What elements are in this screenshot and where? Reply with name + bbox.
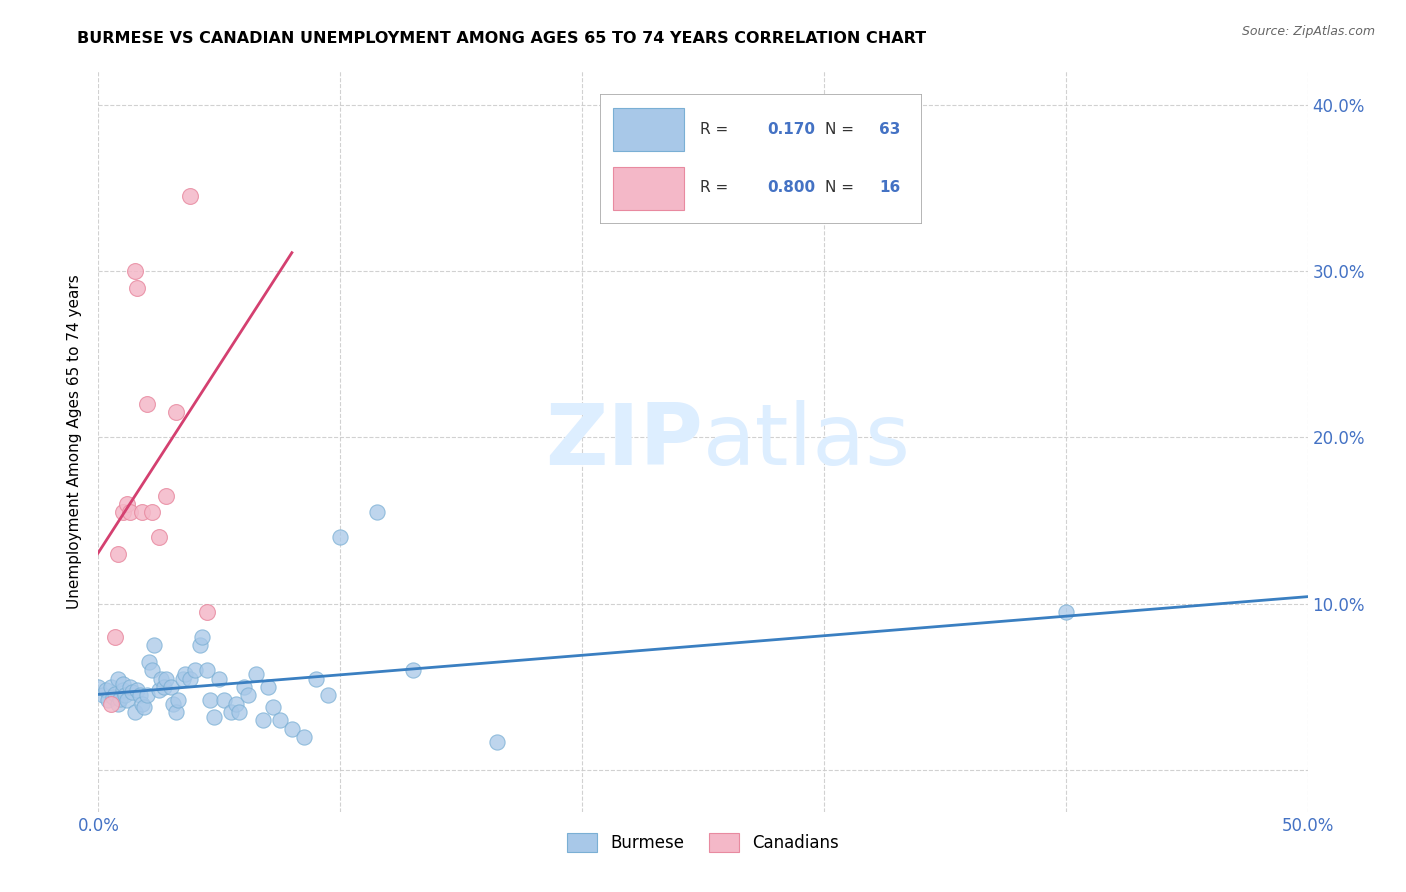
Point xyxy=(118,505,141,519)
Point xyxy=(101,690,124,704)
Point xyxy=(135,397,157,411)
Text: atlas: atlas xyxy=(703,400,911,483)
Point xyxy=(155,672,177,686)
Point xyxy=(228,705,250,719)
Point xyxy=(188,638,211,652)
Point xyxy=(104,687,127,701)
Point xyxy=(221,705,243,719)
Point xyxy=(138,655,160,669)
Point xyxy=(1054,605,1077,619)
Point xyxy=(111,505,134,519)
Point xyxy=(141,505,163,519)
Point xyxy=(134,699,156,714)
Point xyxy=(124,264,146,278)
Point xyxy=(100,697,122,711)
Y-axis label: Unemployment Among Ages 65 to 74 years: Unemployment Among Ages 65 to 74 years xyxy=(66,274,82,609)
Point xyxy=(281,722,304,736)
Point xyxy=(252,713,274,727)
Point xyxy=(97,693,120,707)
Point xyxy=(94,683,117,698)
Point xyxy=(108,691,131,706)
Point xyxy=(104,630,127,644)
Point xyxy=(167,693,190,707)
Point xyxy=(141,663,163,677)
Point xyxy=(111,676,134,690)
Point xyxy=(160,680,183,694)
Point xyxy=(225,697,247,711)
Point xyxy=(305,672,328,686)
Point xyxy=(148,683,170,698)
Point xyxy=(232,680,254,694)
Point xyxy=(150,672,173,686)
Point xyxy=(118,680,141,694)
Point xyxy=(195,605,218,619)
Point xyxy=(131,697,153,711)
Point xyxy=(238,688,260,702)
Point xyxy=(316,688,339,702)
Point xyxy=(172,672,194,686)
Point xyxy=(366,505,388,519)
Point xyxy=(212,693,235,707)
Point xyxy=(143,638,166,652)
Text: ZIP: ZIP xyxy=(546,400,703,483)
Point xyxy=(124,705,146,719)
Point xyxy=(91,688,114,702)
Point xyxy=(256,680,278,694)
Point xyxy=(165,705,187,719)
Point xyxy=(107,697,129,711)
Point xyxy=(195,663,218,677)
Point xyxy=(184,663,207,677)
Point xyxy=(269,713,291,727)
Point xyxy=(117,693,139,707)
Point xyxy=(152,680,174,694)
Point xyxy=(292,730,315,744)
Point xyxy=(117,497,139,511)
Point xyxy=(204,710,226,724)
Text: BURMESE VS CANADIAN UNEMPLOYMENT AMONG AGES 65 TO 74 YEARS CORRELATION CHART: BURMESE VS CANADIAN UNEMPLOYMENT AMONG A… xyxy=(77,31,927,46)
Point xyxy=(114,688,136,702)
Point xyxy=(191,630,214,644)
Point xyxy=(155,489,177,503)
Point xyxy=(262,699,284,714)
Point xyxy=(179,672,201,686)
Point xyxy=(127,280,149,294)
Point xyxy=(107,547,129,561)
Point xyxy=(111,683,134,698)
Point xyxy=(165,405,187,419)
Point xyxy=(135,688,157,702)
Text: Source: ZipAtlas.com: Source: ZipAtlas.com xyxy=(1241,25,1375,38)
Point xyxy=(179,189,201,203)
Point xyxy=(127,683,149,698)
Point xyxy=(174,666,197,681)
Point xyxy=(402,663,425,677)
Point xyxy=(131,505,153,519)
Point xyxy=(148,530,170,544)
Legend: Burmese, Canadians: Burmese, Canadians xyxy=(560,826,846,859)
Point xyxy=(100,680,122,694)
Point xyxy=(486,735,509,749)
Point xyxy=(245,666,267,681)
Point xyxy=(208,672,231,686)
Point xyxy=(87,680,110,694)
Point xyxy=(329,530,352,544)
Point xyxy=(128,688,150,702)
Point xyxy=(198,693,221,707)
Point xyxy=(121,685,143,699)
Point xyxy=(162,697,184,711)
Point xyxy=(107,672,129,686)
